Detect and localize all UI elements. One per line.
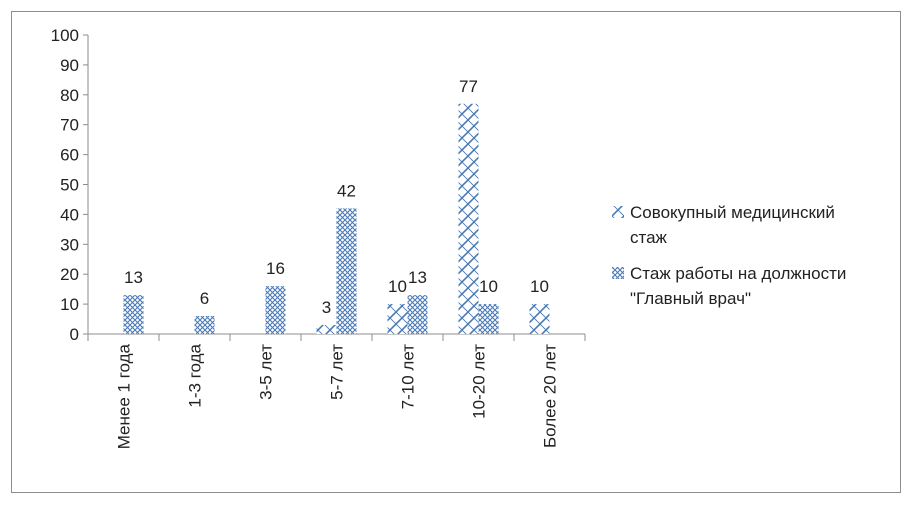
y-tick-label: 60 (60, 146, 79, 165)
y-tick-label: 90 (60, 56, 79, 75)
data-label: 13 (124, 268, 143, 287)
y-tick-label: 40 (60, 205, 79, 224)
bar (336, 208, 357, 334)
bar (529, 304, 550, 334)
x-tick-label: Менее 1 года (115, 343, 134, 449)
bar (458, 103, 479, 335)
data-label: 10 (388, 277, 407, 296)
legend: Совокупный медицинский стаж Стаж работы на… (612, 203, 846, 308)
y-tick-label: 70 (60, 116, 79, 135)
bar (194, 316, 215, 334)
y-tick-label: 10 (60, 295, 79, 314)
x-tick-label: 1-3 года (186, 343, 205, 407)
y-tick-label: 20 (60, 265, 79, 284)
legend-label: стаж (630, 228, 668, 247)
bar (123, 295, 144, 334)
legend-label: Совокупный медицинский (630, 203, 835, 222)
data-label: 13 (408, 268, 427, 287)
bar (265, 286, 286, 334)
data-label: 6 (200, 289, 209, 308)
x-tick-label: 10-20 лет (470, 344, 489, 419)
y-tick-label: 0 (70, 325, 79, 344)
chart-frame (11, 11, 901, 493)
legend-label: Стаж работы на должности (630, 264, 846, 283)
data-label: 16 (266, 259, 285, 278)
y-tick-label: 30 (60, 235, 79, 254)
data-label: 10 (530, 277, 549, 296)
bar (387, 304, 408, 334)
y-tick-label: 100 (51, 26, 79, 45)
x-tick-label: Более 20 лет (541, 344, 560, 448)
bar (478, 304, 499, 334)
legend-swatch (612, 267, 624, 279)
y-tick-label: 50 (60, 176, 79, 195)
y-tick-label: 80 (60, 86, 79, 105)
bar (316, 325, 337, 334)
x-tick-label: 5-7 лет (328, 344, 347, 400)
data-label: 10 (479, 277, 498, 296)
legend-swatch (612, 206, 624, 218)
data-label: 3 (322, 298, 331, 317)
x-tick-label: 3-5 лет (257, 344, 276, 400)
axes: 0 10 20 30 40 50 60 70 80 90 100 Менее 1 года 1-3 го… (51, 26, 586, 449)
bars (123, 103, 550, 335)
legend-label: "Главный врач" (630, 289, 751, 308)
x-tick-label: 7-10 лет (399, 344, 418, 410)
data-label: 77 (459, 77, 478, 96)
data-label: 42 (337, 181, 356, 200)
bar (407, 295, 428, 334)
